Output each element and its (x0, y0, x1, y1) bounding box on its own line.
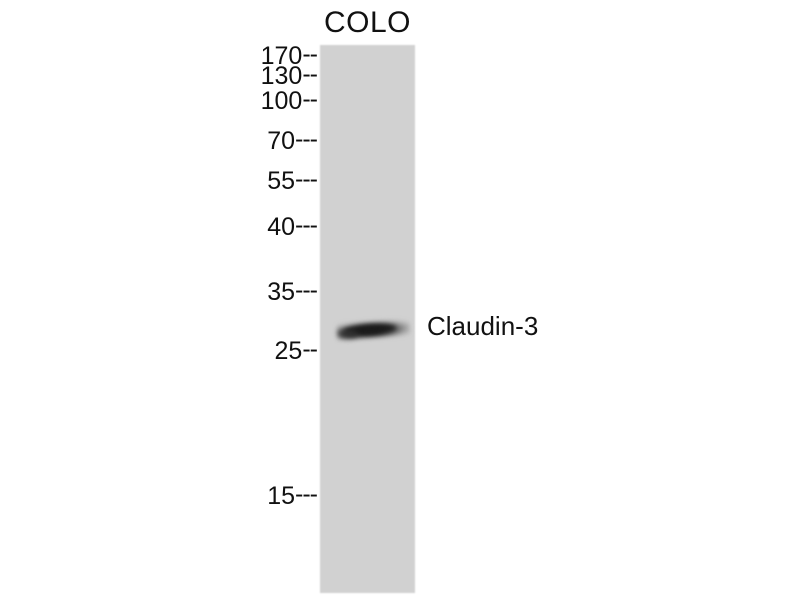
marker-kda-170: 170 (260, 42, 303, 70)
marker-kda-15: 15 (267, 482, 296, 510)
marker-kda-35: 35 (267, 278, 296, 306)
marker-kda-25: 25 (274, 337, 303, 365)
marker-kda-55: 55 (267, 167, 296, 195)
marker-tick-55: --- (295, 165, 318, 193)
marker-tick-25: -- (302, 335, 318, 363)
marker-row-130: 130 -- (260, 60, 318, 90)
marker-tick-35: --- (295, 276, 318, 304)
lane-label: COLO (323, 6, 412, 39)
protein-band-tail (338, 330, 358, 338)
marker-row-25: 25 -- (274, 335, 318, 365)
marker-row-170: 170 -- (260, 40, 318, 70)
marker-row-55: 55 --- (267, 165, 318, 195)
marker-tick-100: -- (302, 85, 318, 113)
marker-tick-130: -- (302, 60, 318, 88)
marker-kda-130: 130 (260, 62, 303, 90)
marker-row-35: 35 --- (267, 276, 318, 306)
marker-kda-40: 40 (267, 213, 296, 241)
marker-tick-40: --- (295, 211, 318, 239)
marker-kda-100: 100 (260, 87, 303, 115)
marker-tick-170: -- (302, 40, 318, 68)
marker-kda-70: 70 (267, 127, 296, 155)
marker-row-15: 15 --- (267, 480, 318, 510)
band-label: Claudin-3 (427, 311, 539, 341)
marker-row-40: 40 --- (267, 211, 318, 241)
marker-tick-70: --- (295, 125, 318, 153)
marker-row-70: 70 --- (267, 125, 318, 155)
marker-tick-15: --- (295, 480, 318, 508)
marker-row-100: 100 -- (260, 85, 318, 115)
